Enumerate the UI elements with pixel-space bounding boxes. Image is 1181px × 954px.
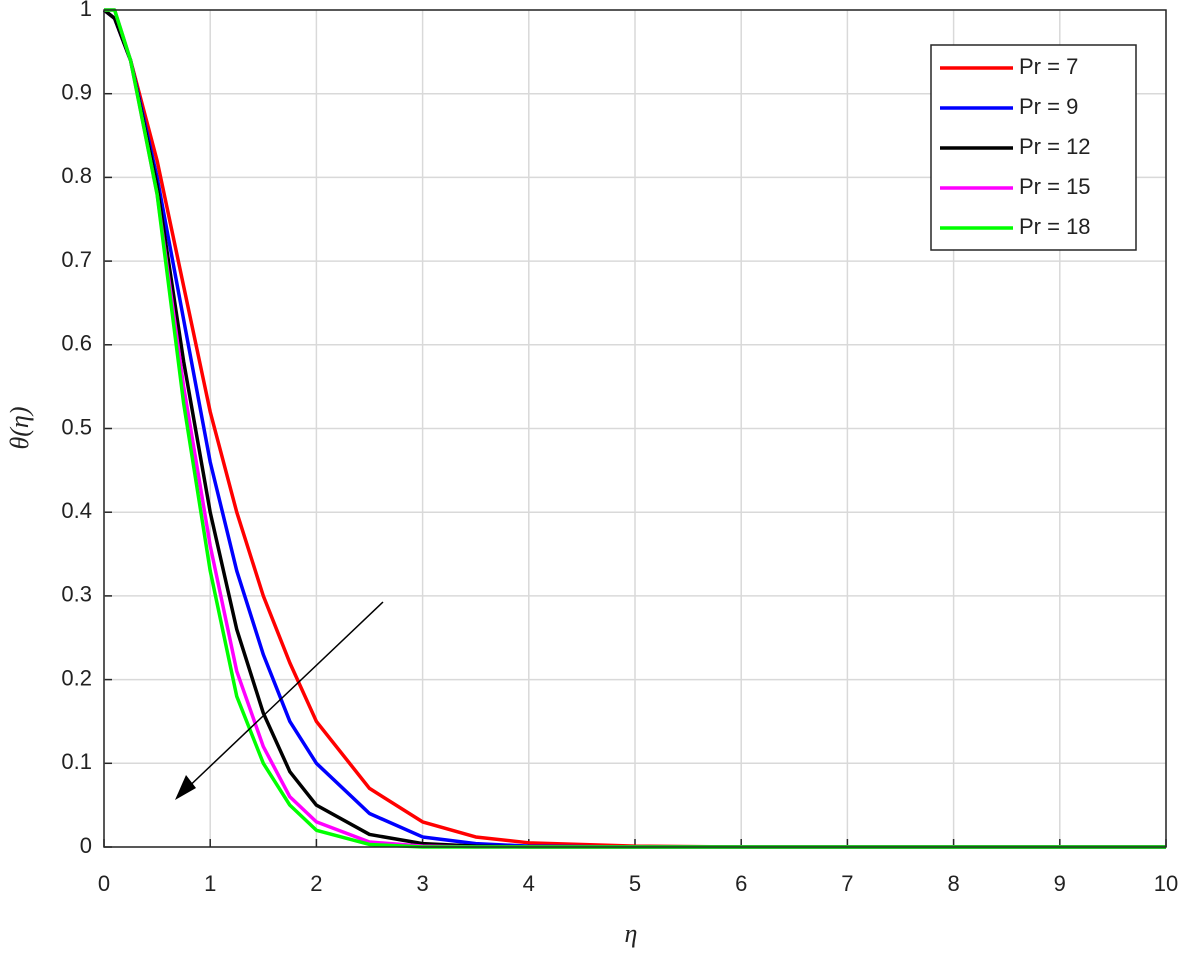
arrow-head	[175, 775, 196, 800]
y-tick-label: 1	[80, 0, 92, 21]
x-tick-label: 7	[841, 871, 853, 896]
y-tick-label: 0.3	[61, 582, 92, 607]
x-tick-label: 0	[98, 871, 110, 896]
legend-label: Pr = 9	[1019, 94, 1078, 119]
y-tick-label: 0.7	[61, 247, 92, 272]
y-tick-label: 0	[80, 833, 92, 858]
x-tick-label: 6	[735, 871, 747, 896]
x-tick-label: 5	[629, 871, 641, 896]
y-tick-label: 0.6	[61, 331, 92, 356]
x-tick-label: 10	[1154, 871, 1178, 896]
x-tick-label: 2	[310, 871, 322, 896]
y-tick-label: 0.9	[61, 80, 92, 105]
plot-frame	[103, 9, 1167, 848]
arrow-line	[179, 601, 384, 796]
y-tick-label: 0.4	[61, 498, 92, 523]
x-tick-label: 9	[1054, 871, 1066, 896]
y-tick-label: 0.5	[61, 414, 92, 439]
legend-label: Pr = 18	[1019, 214, 1091, 239]
x-tick-label: 8	[947, 871, 959, 896]
x-tick-label: 4	[523, 871, 535, 896]
arrow	[175, 601, 384, 800]
x-tick-label: 1	[204, 871, 216, 896]
y-axis-label: θ(η)	[5, 407, 34, 450]
x-tick-label: 3	[416, 871, 428, 896]
legend-label: Pr = 12	[1019, 134, 1091, 159]
legend: Pr = 7 Pr = 9 Pr = 12 Pr = 15 Pr = 18	[930, 44, 1137, 251]
legend-label: Pr = 7	[1019, 54, 1078, 79]
y-tick-label: 0.1	[61, 749, 92, 774]
y-tick-label: 0.8	[61, 163, 92, 188]
x-axis-label: η	[625, 919, 638, 948]
y-tick-label: 0.2	[61, 665, 92, 690]
legend-label: Pr = 15	[1019, 174, 1091, 199]
